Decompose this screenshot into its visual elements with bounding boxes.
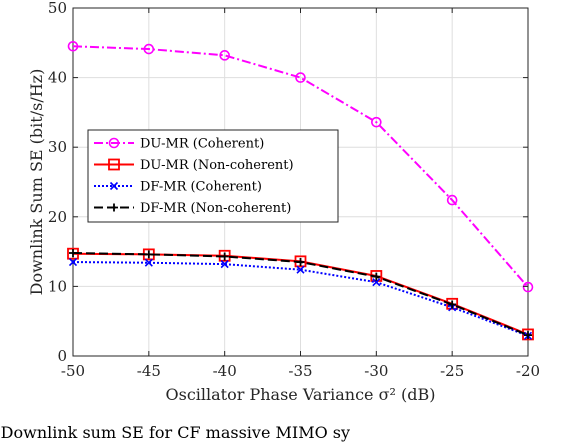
legend-label: DU-MR (Non-coherent) (140, 158, 294, 173)
series-line (72, 45, 529, 288)
y-tick-label: 40 (48, 69, 67, 87)
data-point (69, 248, 77, 257)
x-tick-label: -40 (213, 362, 237, 380)
data-point (296, 265, 305, 274)
data-point (295, 72, 306, 83)
legend-marker (109, 181, 119, 191)
legend-label: DF-MR (Coherent) (140, 180, 262, 195)
x-tick-label: -50 (61, 362, 85, 380)
data-point (446, 297, 459, 310)
figure-caption: 3: Downlink sum SE for CF massive MIMO s… (0, 423, 351, 442)
legend-box (87, 129, 339, 223)
series-du-mr-coherent (67, 40, 534, 293)
data-point (67, 40, 79, 52)
axis-ticks: -50 -45 -40 -35 -30 -25 -20 0 10 20 30 40 50 (48, 0, 540, 380)
data-point (144, 250, 153, 259)
legend-entry-du-mr-non-coherent: DU-MR (Non-coherent) (94, 158, 294, 173)
y-tick-label: 10 (48, 277, 67, 295)
legend: DU-MR (Coherent) DU-MR (Non-coherent) DF-M… (87, 129, 339, 223)
legend-entry-df-mr-coherent: DF-MR (Coherent) (94, 180, 262, 195)
x-tick-label: -25 (440, 362, 464, 380)
data-point (524, 331, 532, 340)
x-tick-label: -35 (288, 362, 312, 380)
data-point (372, 278, 381, 287)
legend-entry-df-mr-non-coherent: DF-MR (Non-coherent) (94, 201, 291, 216)
data-point (220, 252, 229, 261)
legend-entry-du-mr-coherent: DU-MR (Coherent) (94, 137, 264, 152)
y-tick-label: 20 (48, 208, 67, 226)
y-tick-label: 30 (48, 138, 67, 156)
data-point (296, 258, 305, 267)
data-point (68, 257, 78, 267)
x-tick-label: -45 (137, 362, 161, 380)
y-tick-label: 0 (57, 347, 67, 365)
data-point (143, 43, 155, 55)
data-point (448, 300, 457, 309)
series-df-mr-non-coherent (69, 248, 532, 340)
data-point (220, 260, 229, 269)
data-point (371, 116, 382, 128)
series-layer (67, 40, 534, 341)
legend-marker (108, 137, 120, 149)
data-point (219, 50, 230, 61)
y-axis-label: Downlink Sum SE (bit/s/Hz) (27, 69, 46, 296)
x-tick-label: -30 (364, 362, 388, 380)
y-tick-label: 50 (48, 0, 67, 17)
x-axis-label: Oscillator Phase Variance σ² (dB) (165, 385, 435, 404)
legend-label: DF-MR (Non-coherent) (140, 201, 291, 216)
x-tick-label: -20 (516, 362, 540, 380)
data-point (372, 272, 381, 281)
legend-marker (108, 158, 120, 171)
legend-label: DU-MR (Coherent) (140, 137, 264, 152)
data-point (446, 194, 458, 206)
legend-marker (110, 203, 118, 212)
data-point (144, 258, 153, 267)
data-point (522, 281, 534, 293)
